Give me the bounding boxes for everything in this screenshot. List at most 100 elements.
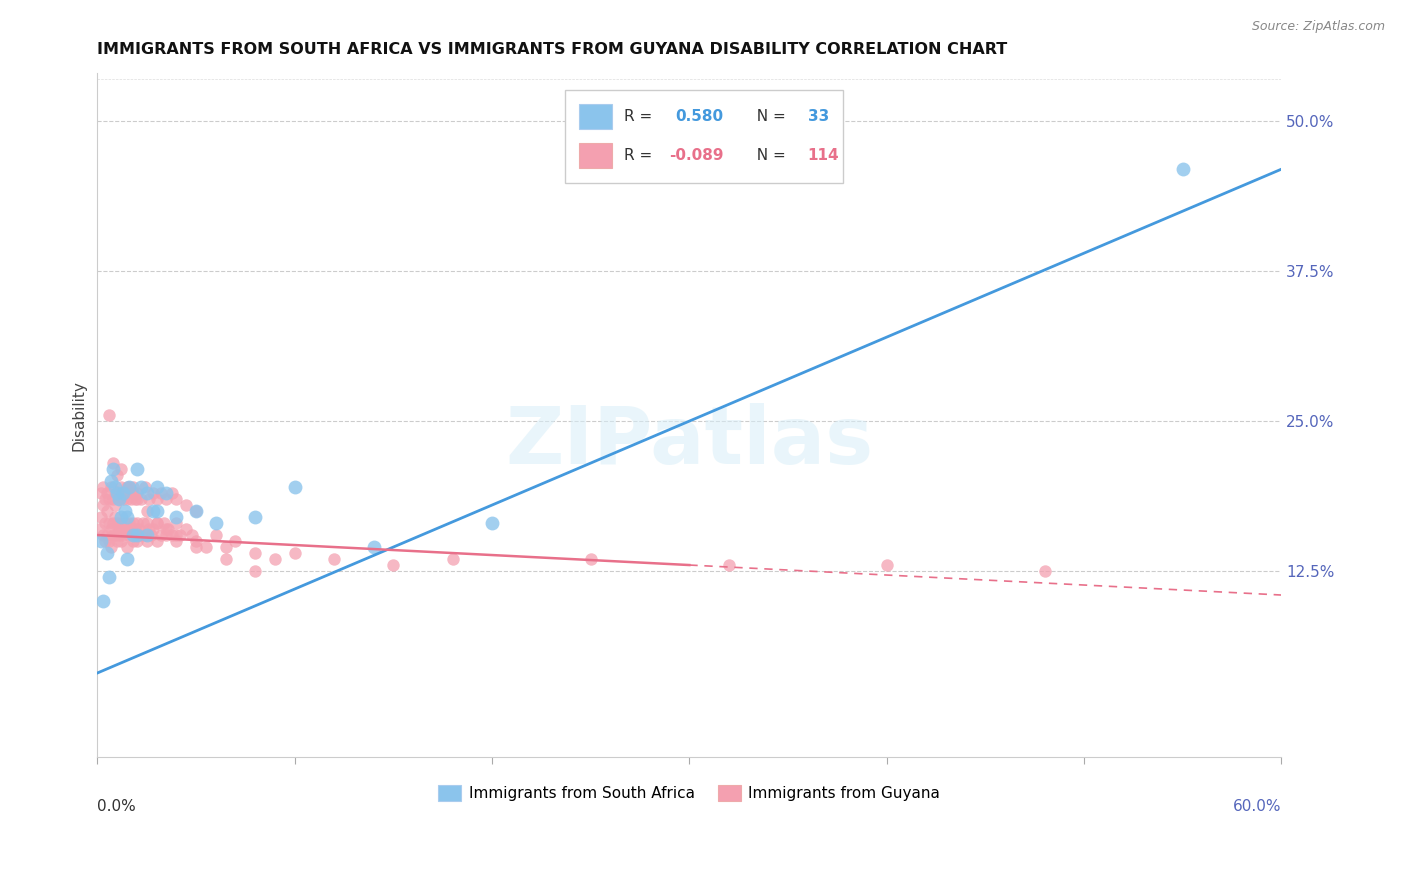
Point — [94, 534, 117, 549]
Point — [363, 540, 385, 554]
Text: N =: N = — [748, 148, 792, 162]
Point — [441, 552, 464, 566]
Point — [129, 480, 152, 494]
Point — [142, 522, 165, 536]
Point — [162, 528, 184, 542]
Point — [132, 516, 155, 530]
Point — [224, 534, 246, 549]
Point — [122, 534, 145, 549]
Point — [139, 528, 162, 542]
Point — [115, 552, 138, 566]
Point — [245, 546, 267, 560]
Point — [165, 528, 187, 542]
FancyBboxPatch shape — [579, 143, 613, 168]
Point — [98, 491, 121, 506]
Point — [110, 534, 132, 549]
Point — [135, 504, 157, 518]
Point — [104, 480, 127, 494]
Point — [284, 546, 307, 560]
Point — [284, 480, 307, 494]
Point — [145, 534, 167, 549]
Point — [157, 522, 180, 536]
Point — [118, 516, 141, 530]
Point — [717, 558, 740, 572]
Point — [118, 480, 141, 494]
Point — [382, 558, 405, 572]
Text: 33: 33 — [808, 109, 830, 124]
Point — [181, 528, 204, 542]
Point — [323, 552, 346, 566]
Text: 0.580: 0.580 — [675, 109, 723, 124]
Point — [214, 552, 236, 566]
Point — [115, 491, 138, 506]
Point — [138, 522, 160, 536]
FancyBboxPatch shape — [579, 104, 613, 128]
Point — [135, 534, 157, 549]
Point — [98, 408, 121, 422]
Point — [96, 486, 118, 500]
Point — [194, 540, 217, 554]
Point — [138, 491, 160, 506]
Point — [122, 480, 145, 494]
Point — [122, 528, 145, 542]
Point — [115, 480, 138, 494]
Point — [104, 510, 127, 524]
Point — [174, 522, 197, 536]
Point — [125, 528, 148, 542]
Point — [110, 510, 132, 524]
Point — [145, 516, 167, 530]
Point — [245, 564, 267, 578]
Point — [214, 540, 236, 554]
Point — [90, 486, 112, 500]
Point — [184, 534, 207, 549]
Point — [110, 516, 132, 530]
Point — [115, 510, 138, 524]
Y-axis label: Disability: Disability — [72, 380, 86, 450]
Point — [114, 504, 136, 518]
Point — [184, 504, 207, 518]
Point — [155, 491, 177, 506]
Text: IMMIGRANTS FROM SOUTH AFRICA VS IMMIGRANTS FROM GUYANA DISABILITY CORRELATION CH: IMMIGRANTS FROM SOUTH AFRICA VS IMMIGRAN… — [97, 42, 1008, 57]
Point — [114, 516, 136, 530]
Point — [129, 528, 152, 542]
Point — [145, 516, 167, 530]
Point — [94, 491, 117, 506]
Point — [100, 480, 122, 494]
Point — [125, 462, 148, 476]
Point — [104, 528, 127, 542]
Text: R =: R = — [624, 109, 658, 124]
Point — [100, 540, 122, 554]
Point — [125, 516, 148, 530]
Point — [128, 522, 150, 536]
Point — [105, 516, 128, 530]
Point — [90, 534, 112, 549]
Point — [142, 486, 165, 500]
Point — [91, 594, 114, 608]
Point — [111, 522, 134, 536]
Point — [115, 522, 138, 536]
Point — [1033, 564, 1056, 578]
Text: 0.0%: 0.0% — [97, 799, 136, 814]
Point — [111, 528, 134, 542]
Point — [155, 528, 177, 542]
Point — [129, 491, 152, 506]
Point — [90, 510, 112, 524]
Point — [91, 480, 114, 494]
Point — [125, 534, 148, 549]
Point — [155, 486, 177, 500]
Point — [264, 552, 287, 566]
Point — [125, 491, 148, 506]
Point — [145, 504, 167, 518]
Point — [91, 498, 114, 512]
Point — [94, 516, 117, 530]
Point — [184, 504, 207, 518]
Point — [142, 504, 165, 518]
Point — [101, 516, 124, 530]
Point — [145, 480, 167, 494]
Point — [135, 528, 157, 542]
Point — [105, 468, 128, 483]
Point — [96, 528, 118, 542]
Point — [108, 522, 131, 536]
Point — [118, 480, 141, 494]
Point — [98, 516, 121, 530]
